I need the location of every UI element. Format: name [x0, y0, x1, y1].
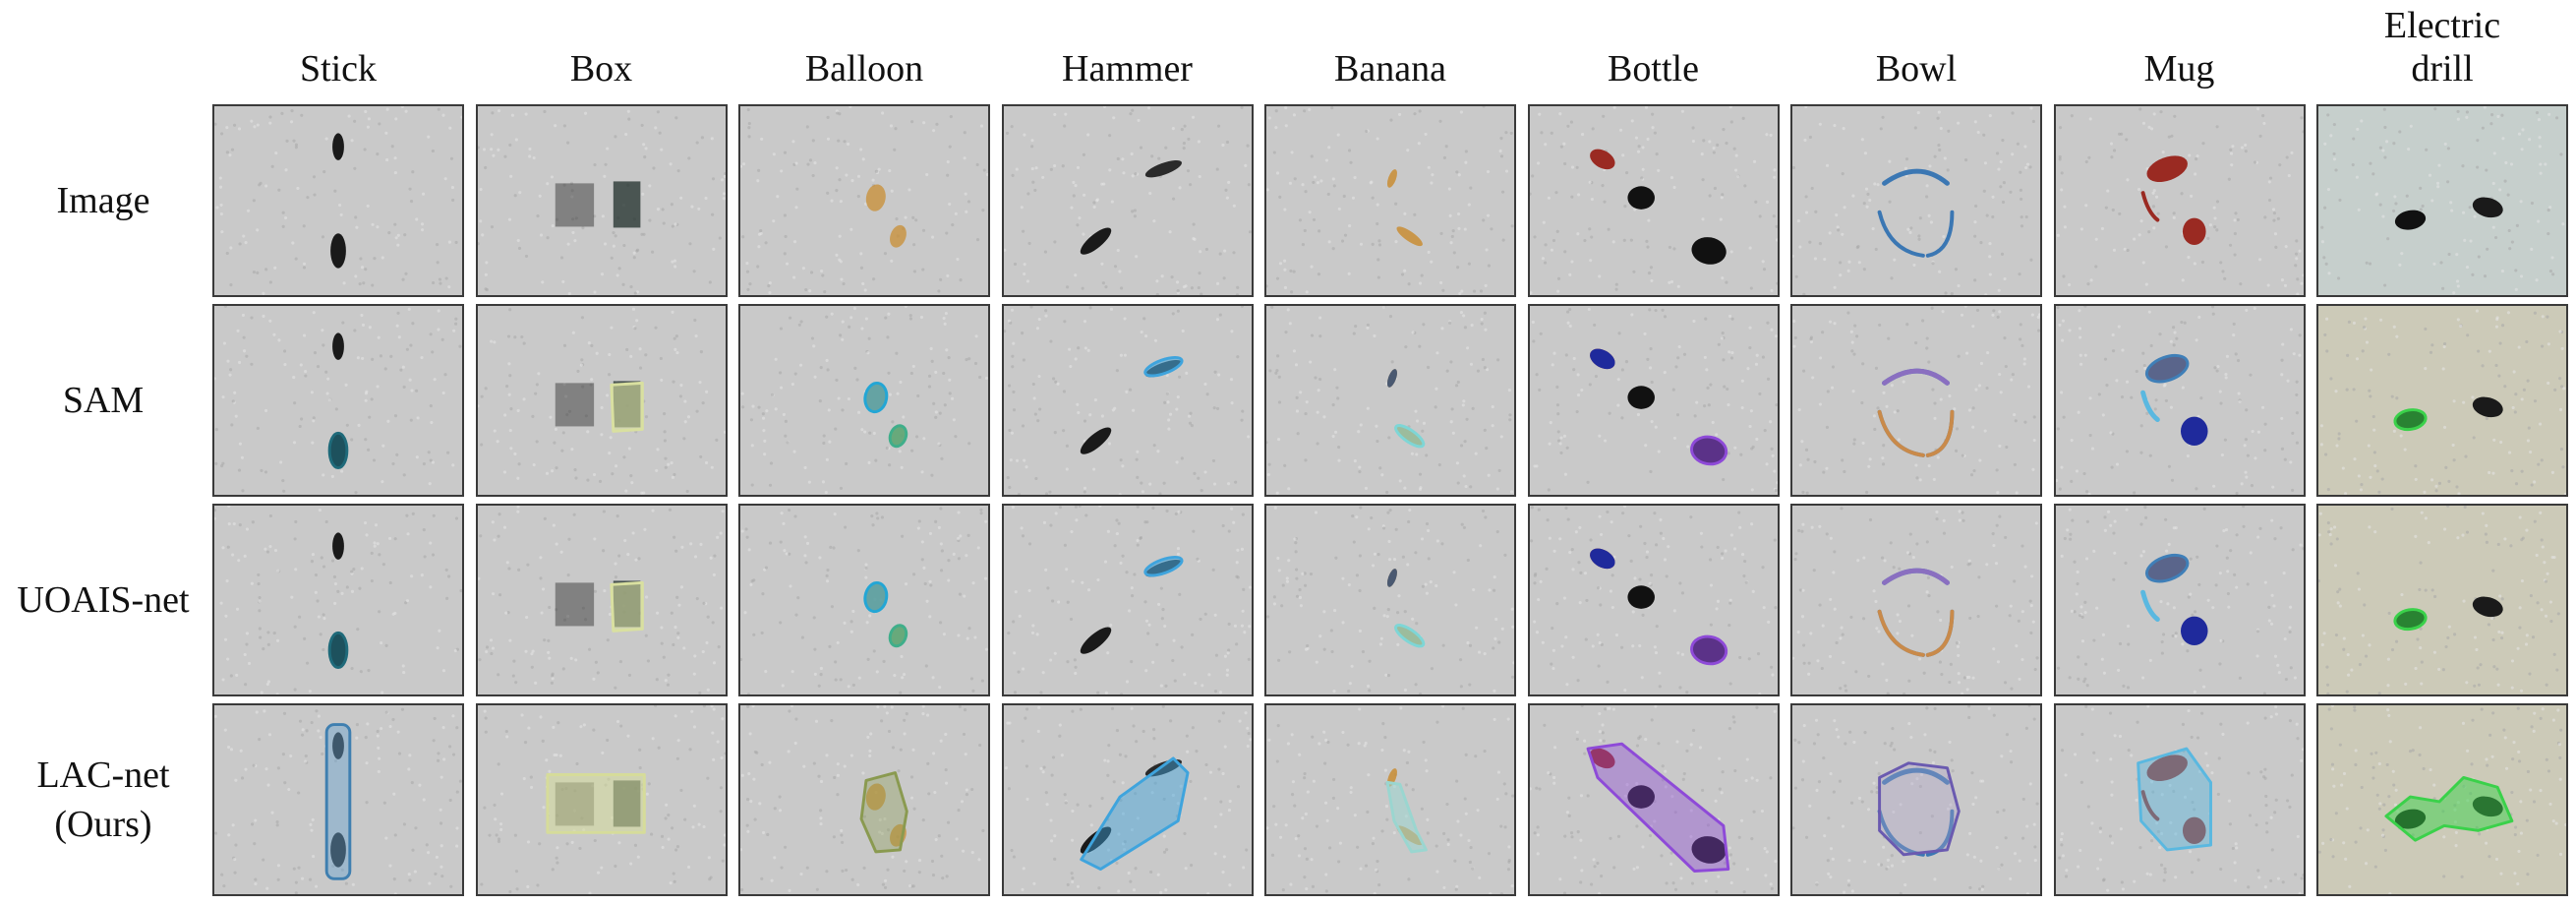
image-cell-r3-c4	[1264, 703, 1516, 896]
image-cell-r2-c6	[1790, 504, 2042, 696]
image-cell-r0-c7	[2053, 104, 2306, 297]
cell-image	[214, 306, 462, 495]
row-label-3: LAC-net (Ours)	[0, 703, 206, 896]
cell-image	[1792, 705, 2040, 894]
column-header-label: Box	[569, 48, 633, 90]
image-cell-r1-c2	[738, 304, 990, 497]
cell-image	[740, 506, 988, 694]
image-cell-r3-c7	[2053, 703, 2306, 896]
column-header-2: Balloon	[738, 12, 990, 90]
image-cell-r0-c8	[2316, 104, 2568, 297]
image-cell-r3-c8	[2316, 703, 2568, 896]
image-cell-r3-c5	[1527, 703, 1780, 896]
image-cell-r2-c7	[2053, 504, 2306, 696]
cell-image	[1529, 506, 1778, 694]
image-cell-r0-c1	[475, 104, 728, 297]
cell-image	[1792, 306, 2040, 495]
image-cell-r1-c6	[1790, 304, 2042, 497]
image-cell-r2-c3	[1001, 504, 1254, 696]
cell-image	[477, 306, 726, 495]
cell-image	[2055, 306, 2304, 495]
image-cell-r1-c7	[2053, 304, 2306, 497]
image-cell-r1-c8	[2316, 304, 2568, 497]
image-cell-r3-c2	[738, 703, 990, 896]
row-label-text: Image	[56, 180, 150, 221]
image-cell-r0-c3	[1001, 104, 1254, 297]
column-header-4: Banana	[1264, 12, 1516, 90]
cell-image	[740, 306, 988, 495]
column-header-5: Bottle	[1528, 12, 1780, 90]
cell-image	[2318, 506, 2566, 694]
column-header-label: Mug	[2143, 48, 2215, 90]
row-label-text: LAC-net (Ours)	[36, 754, 170, 845]
cell-image	[1266, 306, 1514, 495]
cell-image	[2055, 705, 2304, 894]
row-label-1: SAM	[0, 304, 206, 497]
cell-image	[1003, 506, 1252, 694]
cell-image	[1266, 705, 1514, 894]
cell-image	[2318, 106, 2566, 295]
cell-image	[1792, 106, 2040, 295]
column-header-3: Hammer	[1002, 12, 1254, 90]
column-header-label: Balloon	[804, 48, 924, 90]
image-cell-r0-c0	[212, 104, 464, 297]
row-label-2: UOAIS-net	[0, 504, 206, 696]
cell-image	[1266, 506, 1514, 694]
cell-image	[477, 106, 726, 295]
image-cell-r1-c4	[1264, 304, 1516, 497]
image-cell-r2-c4	[1264, 504, 1516, 696]
row-label-0: Image	[0, 104, 206, 297]
image-cell-r2-c0	[212, 504, 464, 696]
row-label-text: SAM	[62, 380, 145, 421]
cell-image	[1003, 705, 1252, 894]
cell-image	[1003, 306, 1252, 495]
cell-image	[740, 705, 988, 894]
image-cell-r1-c0	[212, 304, 464, 497]
column-header-8: Electric drill	[2316, 0, 2568, 90]
cell-image	[2318, 306, 2566, 495]
column-header-label: Electric drill	[2383, 5, 2501, 90]
cell-image	[477, 705, 726, 894]
image-cell-r0-c4	[1264, 104, 1516, 297]
cell-image	[740, 106, 988, 295]
image-cell-r3-c1	[475, 703, 728, 896]
column-header-1: Box	[476, 12, 728, 90]
cell-image	[1003, 106, 1252, 295]
image-cell-r2-c8	[2316, 504, 2568, 696]
image-cell-r1-c3	[1001, 304, 1254, 497]
image-cell-r2-c5	[1527, 504, 1780, 696]
column-header-6: Bowl	[1790, 12, 2042, 90]
image-cell-r0-c5	[1527, 104, 1780, 297]
cell-image	[2318, 705, 2566, 894]
cell-image	[477, 506, 726, 694]
column-header-label: Bottle	[1608, 48, 1699, 90]
column-header-label: Banana	[1334, 48, 1446, 90]
image-cell-r1-c5	[1527, 304, 1780, 497]
image-cell-r0-c2	[738, 104, 990, 297]
cell-image	[1792, 506, 2040, 694]
cell-image	[1529, 705, 1778, 894]
image-cell-r1-c1	[475, 304, 728, 497]
image-cell-r2-c2	[738, 504, 990, 696]
image-cell-r3-c0	[212, 703, 464, 896]
row-label-text: UOAIS-net	[17, 579, 190, 621]
image-cell-r3-c6	[1790, 703, 2042, 896]
cell-image	[2055, 106, 2304, 295]
column-header-label: Bowl	[1875, 48, 1958, 90]
cell-image	[214, 506, 462, 694]
image-cell-r2-c1	[475, 504, 728, 696]
column-header-label: Stick	[299, 48, 378, 90]
cell-image	[214, 705, 462, 894]
image-cell-r0-c6	[1790, 104, 2042, 297]
cell-image	[2055, 506, 2304, 694]
cell-image	[1529, 106, 1778, 295]
image-cell-r3-c3	[1001, 703, 1254, 896]
column-header-label: Hammer	[1062, 48, 1193, 90]
cell-image	[1529, 306, 1778, 495]
cell-image	[214, 106, 462, 295]
column-header-0: Stick	[212, 12, 464, 90]
column-header-7: Mug	[2054, 12, 2306, 90]
cell-image	[1266, 106, 1514, 295]
